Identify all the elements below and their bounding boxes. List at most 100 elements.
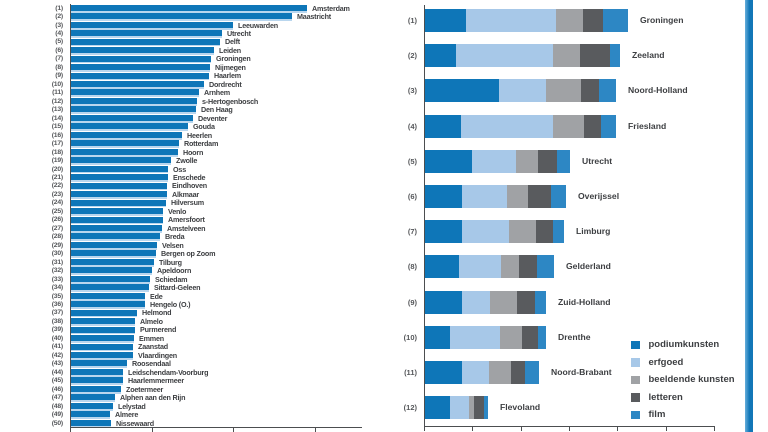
city-bar	[70, 81, 204, 89]
city-label: Maastricht	[297, 12, 331, 22]
city-label: Gouda	[193, 122, 215, 132]
segment-podiumkunsten	[424, 114, 461, 138]
province-bar-row: (3) Noord-Holland	[384, 73, 768, 108]
legend-label: letteren	[648, 391, 683, 403]
province-bar-row: (2) Zeeland	[384, 38, 768, 73]
city-bar-row: (12) s-Hertogenbosch	[0, 97, 384, 106]
city-bar-row: (37) Helmond	[0, 309, 384, 318]
city-label: Almelo	[140, 316, 163, 326]
city-bar-row: (48) Lelystad	[0, 402, 384, 411]
rank-label: (11)	[52, 89, 63, 97]
rank-label: (38)	[51, 317, 63, 325]
city-label: Enschede	[173, 172, 206, 182]
city-bar	[70, 106, 196, 115]
rank-label: (20)	[51, 165, 63, 173]
segment-beeldende-kunsten	[489, 360, 511, 384]
segment-film	[525, 360, 539, 384]
province-stacked-bar	[424, 396, 488, 420]
segment-erfgoed	[499, 79, 546, 103]
rank-label: (5)	[55, 38, 63, 46]
city-bar-row: (36) Hengelo (O.)	[0, 300, 384, 309]
city-bar	[70, 233, 160, 242]
axis-tick	[151, 427, 153, 432]
segment-beeldende-kunsten	[553, 114, 584, 138]
rank-label: (3)	[407, 86, 417, 96]
province-bar-row: (10) Drenthe	[384, 320, 768, 355]
city-bar-row: (42) Vlaardingen	[0, 351, 384, 360]
segment-beeldende-kunsten	[509, 220, 536, 244]
rank-label: (14)	[51, 114, 63, 122]
city-label: Den Haag	[201, 105, 233, 115]
city-bar-row: (22) Eindhoven	[0, 182, 384, 191]
chart-legend: podiumkunsten erfgoed beeldende kunsten let…	[631, 336, 735, 424]
segment-beeldende-kunsten	[553, 44, 580, 68]
city-label: Hilversum	[171, 198, 204, 208]
segment-letteren	[584, 114, 601, 138]
city-bar	[70, 157, 171, 166]
rank-label: (6)	[55, 46, 63, 54]
city-bar	[70, 55, 211, 64]
segment-podiumkunsten	[424, 185, 462, 209]
rank-label: (8)	[407, 262, 417, 272]
city-bar-row: (10) Dordrecht	[0, 80, 384, 89]
segment-erfgoed	[456, 44, 553, 68]
legend-swatch	[631, 393, 640, 402]
rank-label: (9)	[407, 297, 417, 307]
city-bar-row: (17) Rotterdam	[0, 139, 384, 149]
rank-label: (42)	[51, 351, 63, 359]
axis-tick	[472, 425, 474, 431]
rank-label: (6)	[407, 191, 417, 201]
city-label: Zwolle	[176, 156, 198, 166]
rank-label: (47)	[51, 394, 63, 402]
rank-label: (36)	[51, 301, 63, 308]
province-stacked-bar	[424, 79, 616, 103]
city-bar-row: (35) Ede	[0, 292, 384, 301]
city-label: Utrecht	[227, 29, 251, 38]
city-bar	[70, 216, 163, 225]
rank-label: (39)	[51, 326, 63, 334]
segment-beeldende-kunsten	[556, 9, 583, 33]
city-label: Leiden	[219, 45, 241, 55]
axis-tick	[520, 425, 522, 431]
segment-film	[551, 185, 566, 209]
province-bar-row: (5) Utrecht	[384, 144, 768, 179]
segment-letteren	[474, 396, 484, 420]
city-label: Apeldoorn	[157, 266, 192, 276]
rank-label: (33)	[51, 275, 63, 283]
rank-label: (48)	[51, 402, 63, 410]
rank-label: (37)	[51, 309, 63, 317]
rank-label: (28)	[51, 233, 63, 241]
segment-erfgoed	[472, 149, 516, 173]
city-bar-row: (9) Haarlem	[0, 72, 384, 81]
rank-label: (22)	[51, 182, 63, 190]
province-bar-row: (11) Noord-Brabant	[384, 355, 768, 390]
segment-podiumkunsten	[424, 396, 450, 420]
rank-label: (13)	[51, 106, 63, 114]
city-bar-row: (21) Enschede	[0, 172, 384, 182]
rank-label: (35)	[51, 292, 63, 300]
city-bar-row: (1) Amsterdam	[0, 4, 384, 13]
axis-tick	[70, 427, 71, 432]
segment-erfgoed	[459, 255, 501, 279]
province-label: Flevoland	[500, 402, 541, 413]
rank-label: (31)	[51, 258, 63, 266]
city-bar-row: (45) Haarlemmermeer	[0, 377, 384, 386]
city-bar-row: (2) Maastricht	[0, 12, 384, 22]
axis-tick	[424, 425, 425, 431]
city-bar	[70, 394, 115, 403]
city-bar	[70, 352, 133, 360]
legend-label: podiumkunsten	[648, 339, 720, 351]
city-bar	[70, 30, 222, 38]
province-label: Noord-Brabant	[551, 366, 612, 377]
rank-label: (16)	[51, 131, 63, 139]
legend-swatch	[631, 340, 640, 349]
city-bar	[70, 64, 210, 72]
city-label: Zoetermeer	[126, 384, 164, 394]
city-bar	[70, 284, 149, 293]
city-bar-row: (41) Zaanstad	[0, 343, 384, 352]
city-bar-row: (19) Zwolle	[0, 156, 384, 166]
axis-tick	[714, 425, 715, 431]
city-bar	[70, 224, 162, 233]
segment-letteren	[538, 149, 557, 173]
rank-label: (23)	[51, 190, 63, 198]
